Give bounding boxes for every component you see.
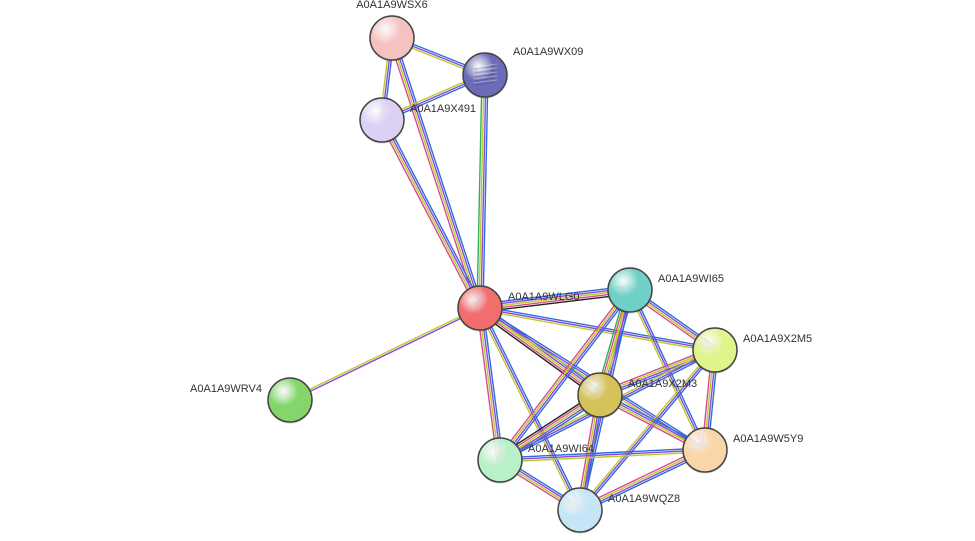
node-A0A1A9X2M5[interactable]: A0A1A9X2M5	[693, 328, 813, 374]
node-label: A0A1A9WI65	[658, 273, 724, 285]
edge	[379, 121, 477, 309]
node-label: A0A1A9X2M3	[628, 378, 697, 390]
edge	[385, 119, 483, 307]
node-label: A0A1A9W5Y9	[733, 433, 803, 445]
node-A0A1A9WX09[interactable]: A0A1A9WX09	[463, 46, 584, 99]
node-A0A1A9W5Y9[interactable]: A0A1A9W5Y9	[683, 428, 804, 474]
node-label: A0A1A9X491	[410, 103, 476, 115]
node-label: A0A1A9WSX6	[356, 0, 428, 11]
node-label: A0A1A9WQZ8	[608, 493, 680, 505]
nodes-layer: A0A1A9WSX6 A0A1A9WX09 A0A1A9X491 A0A1A9WLG0…	[190, 0, 812, 534]
protein-network[interactable]: A0A1A9WSX6 A0A1A9WX09 A0A1A9X491 A0A1A9WLG0…	[0, 0, 975, 541]
edge	[290, 307, 480, 399]
node-label: A0A1A9WX09	[513, 46, 583, 58]
edge	[383, 120, 481, 308]
node-label: A0A1A9WLG0	[508, 291, 580, 303]
node-label: A0A1A9X2M5	[743, 333, 812, 345]
node-A0A1A9WI65[interactable]: A0A1A9WI65	[608, 268, 725, 314]
node-A0A1A9WQZ8[interactable]: A0A1A9WQZ8	[558, 488, 681, 534]
node-label: A0A1A9WRV4	[190, 383, 262, 395]
edge	[381, 120, 479, 308]
node-A0A1A9WSX6[interactable]: A0A1A9WSX6	[356, 0, 428, 62]
node-A0A1A9WRV4[interactable]: A0A1A9WRV4	[190, 378, 312, 424]
node-label: A0A1A9WI64	[528, 443, 594, 455]
edge	[290, 309, 480, 401]
